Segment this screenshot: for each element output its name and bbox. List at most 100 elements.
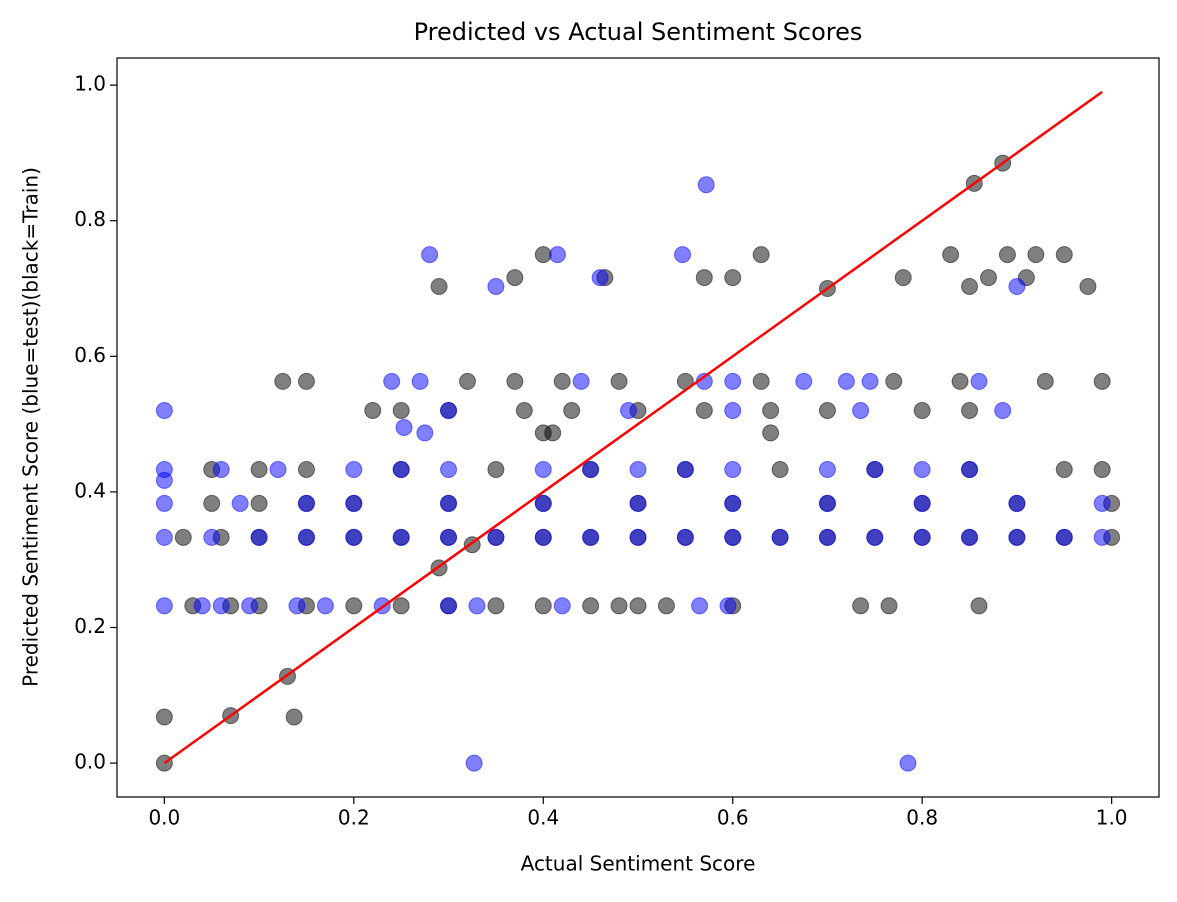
scatter-point <box>676 461 694 479</box>
scatter-point <box>724 372 742 390</box>
y-tick-label: 0.8 <box>74 207 106 231</box>
scatter-point <box>506 372 524 390</box>
scatter-point <box>458 372 476 390</box>
y-tick-label: 0.0 <box>74 750 106 774</box>
scatter-point <box>421 246 439 264</box>
scatter-point <box>961 277 979 295</box>
x-tick-label: 1.0 <box>1096 806 1128 830</box>
scatter-point <box>795 372 813 390</box>
scatter-point <box>1027 246 1045 264</box>
scatter-point <box>691 597 709 615</box>
scatter-point <box>818 494 836 512</box>
scatter-point <box>515 402 533 420</box>
scatter-point <box>392 461 410 479</box>
scatter-point <box>697 176 715 194</box>
scatter-point <box>345 597 363 615</box>
scatter-point <box>1055 528 1073 546</box>
scatter-point <box>534 461 552 479</box>
scatter-point <box>1055 461 1073 479</box>
scatter-point <box>392 402 410 420</box>
scatter-point <box>297 461 315 479</box>
scatter-point <box>1079 277 1097 295</box>
scatter-point <box>487 461 505 479</box>
scatter-point <box>724 402 742 420</box>
scatter-point <box>544 424 562 442</box>
scatter-point <box>961 402 979 420</box>
scatter-point <box>752 246 770 264</box>
scatter-point <box>582 528 600 546</box>
plot-frame <box>116 57 1160 798</box>
scatter-point <box>620 402 638 420</box>
scatter-point <box>979 269 997 287</box>
scatter-point <box>392 597 410 615</box>
scatter-point <box>719 597 737 615</box>
scatter-point <box>762 402 780 420</box>
scatter-point <box>534 597 552 615</box>
scatter-point <box>724 494 742 512</box>
scatter-point <box>629 494 647 512</box>
scatter-point <box>582 461 600 479</box>
scatter-point <box>818 528 836 546</box>
scatter-point <box>297 372 315 390</box>
scatter-point <box>885 372 903 390</box>
scatter-point <box>440 494 458 512</box>
scatter-point <box>942 246 960 264</box>
y-tick-label: 1.0 <box>74 72 106 96</box>
x-tick-label: 0.2 <box>338 806 370 830</box>
scatter-point <box>212 597 230 615</box>
scatter-point <box>582 597 600 615</box>
scatter-point <box>1093 372 1111 390</box>
scatter-point <box>487 528 505 546</box>
scatter-point <box>174 528 192 546</box>
scatter-point <box>861 372 879 390</box>
scatter-point <box>1008 277 1026 295</box>
scatter-point <box>852 402 870 420</box>
scatter-point <box>998 246 1016 264</box>
scatter-point <box>345 494 363 512</box>
scatter-point <box>1008 528 1026 546</box>
scatter-point <box>430 277 448 295</box>
scatter-point <box>155 597 173 615</box>
scatter-point <box>241 597 259 615</box>
scatter-point <box>193 597 211 615</box>
scatter-point <box>1008 494 1026 512</box>
scatter-point <box>316 597 334 615</box>
scatter-point <box>553 597 571 615</box>
scatter-point <box>818 461 836 479</box>
scatter-point <box>155 402 173 420</box>
scatter-point <box>970 372 988 390</box>
scatter-point <box>1055 246 1073 264</box>
scatter-point <box>440 597 458 615</box>
y-tick-label: 0.2 <box>74 614 106 638</box>
scatter-point <box>899 754 917 772</box>
scatter-point <box>487 597 505 615</box>
scatter-point <box>970 597 988 615</box>
scatter-point <box>724 461 742 479</box>
scatter-point <box>487 277 505 295</box>
scatter-point <box>155 461 173 479</box>
scatter-point <box>695 402 713 420</box>
scatter-point <box>411 372 429 390</box>
scatter-point <box>250 461 268 479</box>
scatter-point <box>269 461 287 479</box>
x-tick-label: 0.8 <box>906 806 938 830</box>
scatter-point <box>506 269 524 287</box>
scatter-point <box>994 402 1012 420</box>
scatter-point <box>852 597 870 615</box>
scatter-point <box>534 246 552 264</box>
scatter-point <box>762 424 780 442</box>
scatter-point <box>297 494 315 512</box>
scatter-point <box>345 461 363 479</box>
scatter-point <box>250 528 268 546</box>
scatter-point <box>416 424 434 442</box>
scatter-point <box>285 708 303 726</box>
x-tick-label: 0.0 <box>148 806 180 830</box>
scatter-point <box>610 372 628 390</box>
scatter-point <box>563 402 581 420</box>
x-tick-label: 0.4 <box>527 806 559 830</box>
scatter-point <box>913 402 931 420</box>
scatter-point <box>674 246 692 264</box>
scatter-point <box>951 372 969 390</box>
scatter-point <box>440 461 458 479</box>
